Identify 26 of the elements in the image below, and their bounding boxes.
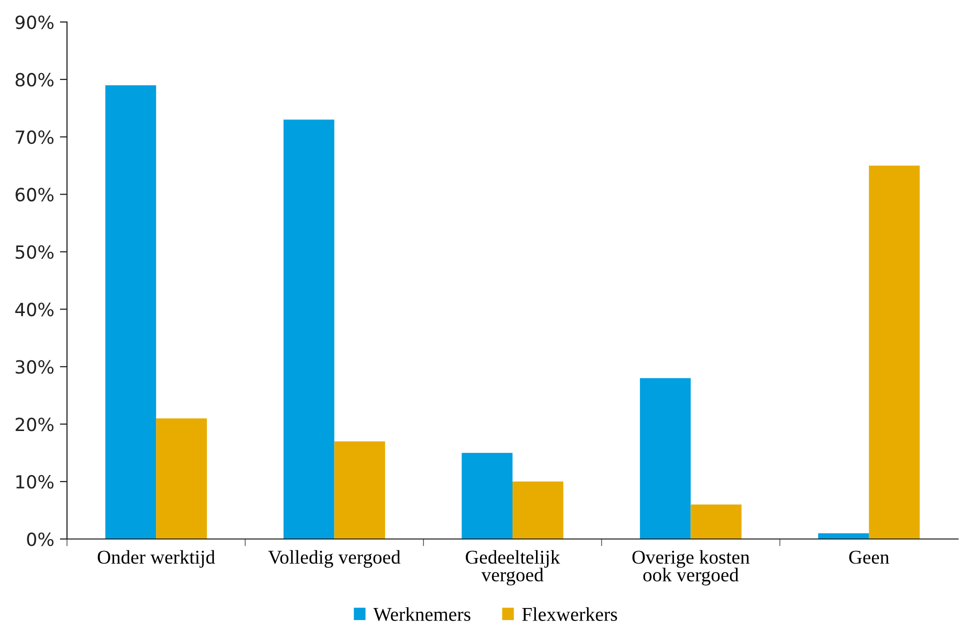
- y-tick-label: 0%: [27, 532, 54, 546]
- bar: [284, 120, 334, 539]
- x-tick-label: Gedeeltelijk vergoed: [466, 550, 560, 586]
- y-tick-label: 20%: [16, 418, 54, 432]
- bar: [462, 452, 513, 539]
- bar: [640, 378, 691, 539]
- y-tick-label: 90%: [16, 15, 54, 30]
- x-tick-label: Onder werktijd: [98, 550, 215, 568]
- bar: [690, 504, 742, 539]
- bar: [156, 418, 207, 539]
- y-tick-label: 40%: [15, 302, 54, 316]
- y-tick-label: 70%: [16, 130, 54, 144]
- y-tick-label: 80%: [16, 72, 54, 87]
- y-tick-label: 30%: [16, 360, 54, 374]
- bar: [512, 482, 564, 539]
- bar: [334, 441, 386, 539]
- bar: [105, 85, 156, 539]
- x-tick-label: Overige kosten ook vergoed: [632, 550, 750, 586]
- x-tick-label: Geen: [849, 550, 890, 564]
- x-tick-label: Volledig vergoed: [268, 550, 400, 568]
- y-tick-label: 10%: [16, 475, 54, 489]
- y-tick-label: 50%: [16, 245, 54, 259]
- legend-label: Werknemers: [373, 607, 470, 622]
- y-tick-label: 60%: [16, 188, 54, 202]
- legend-label: Flexwerkers: [522, 607, 618, 621]
- bar: [868, 166, 920, 539]
